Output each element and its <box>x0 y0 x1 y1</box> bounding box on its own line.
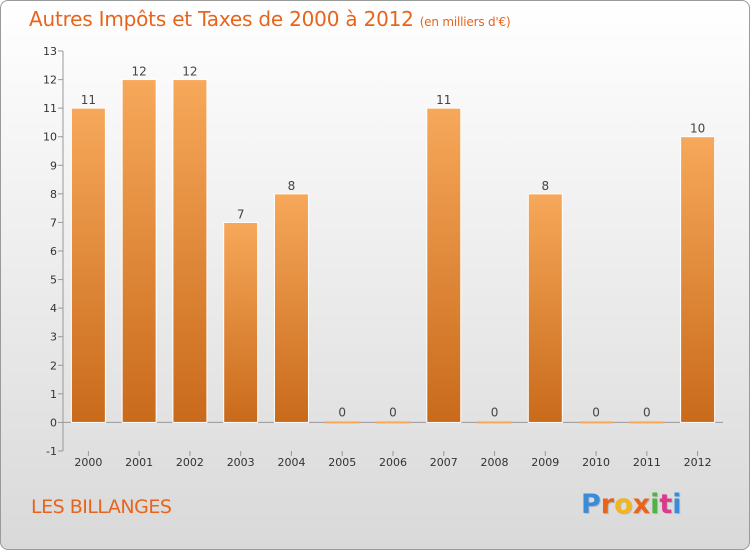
value-label: 8 <box>288 179 296 193</box>
bar <box>325 421 360 424</box>
logo-letter: t <box>659 489 673 520</box>
x-tick-label: 2007 <box>430 456 458 469</box>
x-tick-label: 2009 <box>531 456 559 469</box>
bar <box>629 421 664 424</box>
x-tick-label: 2001 <box>125 456 153 469</box>
bar <box>121 79 157 423</box>
chart-title-text: Autres Impôts et Taxes de 2000 à 2012 <box>29 7 414 31</box>
bar <box>477 421 512 424</box>
y-tick-label: -1 <box>46 445 57 458</box>
y-tick-label: 1 <box>50 388 57 401</box>
y-tick-label: 3 <box>50 331 57 344</box>
value-label: 0 <box>389 405 397 419</box>
y-tick-label: 2 <box>50 359 57 372</box>
chart-subtitle: (en milliers d'€) <box>419 15 511 29</box>
value-label: 10 <box>690 122 705 136</box>
logo-letter: o <box>614 489 633 520</box>
y-tick-label: 12 <box>43 74 57 87</box>
logo-letter: i <box>650 489 660 520</box>
y-tick-label: 11 <box>43 102 57 115</box>
chart-labels: 11 2000 12 2001 12 2002 7 2003 8 2004 0 2005 0 2006 11… <box>74 65 711 469</box>
bar <box>376 421 410 424</box>
bar <box>223 221 259 423</box>
x-tick-label: 2011 <box>633 456 661 469</box>
x-tick-label: 2006 <box>379 456 407 469</box>
logo-letter: r <box>600 489 615 520</box>
chart-bars <box>70 79 716 424</box>
y-tick-label: 13 <box>43 45 57 58</box>
x-tick-label: 2012 <box>684 456 712 469</box>
commune-name: LES BILLANGES <box>31 496 172 518</box>
proxiti-logo: Proxiti <box>581 489 682 520</box>
value-label: 11 <box>436 93 451 107</box>
bar <box>426 107 462 423</box>
bar <box>172 79 208 423</box>
bar <box>527 193 563 423</box>
x-tick-label: 2003 <box>227 456 255 469</box>
x-tick-label: 2010 <box>582 456 610 469</box>
x-tick-label: 2002 <box>176 456 204 469</box>
value-label: 0 <box>338 405 346 419</box>
y-tick-label: 4 <box>50 302 57 315</box>
logo-letter: x <box>632 489 651 520</box>
y-tick-label: 0 <box>50 416 57 429</box>
x-tick-label: 2008 <box>481 456 509 469</box>
logo-letter: i <box>672 489 682 520</box>
logo-letter: P <box>581 489 601 520</box>
value-label: 0 <box>592 405 600 419</box>
y-tick-label: 7 <box>50 216 57 229</box>
y-tick-label: 10 <box>43 131 57 144</box>
value-label: 7 <box>237 207 245 221</box>
bar <box>680 136 716 423</box>
bar <box>579 421 614 424</box>
value-label: 11 <box>81 93 96 107</box>
value-label: 8 <box>541 179 549 193</box>
value-label: 0 <box>491 405 499 419</box>
value-label: 12 <box>182 65 197 79</box>
value-label: 0 <box>643 405 651 419</box>
y-tick-label: 8 <box>50 188 57 201</box>
y-tick-label: 6 <box>50 245 57 258</box>
bar <box>70 107 106 423</box>
value-label: 12 <box>132 65 147 79</box>
bar <box>273 193 309 423</box>
x-tick-label: 2000 <box>74 456 102 469</box>
y-tick-label: 9 <box>50 159 57 172</box>
y-tick-label: 5 <box>50 274 57 287</box>
x-tick-label: 2005 <box>328 456 356 469</box>
x-tick-label: 2004 <box>277 456 305 469</box>
chart-title: Autres Impôts et Taxes de 2000 à 2012 (en… <box>29 7 511 31</box>
